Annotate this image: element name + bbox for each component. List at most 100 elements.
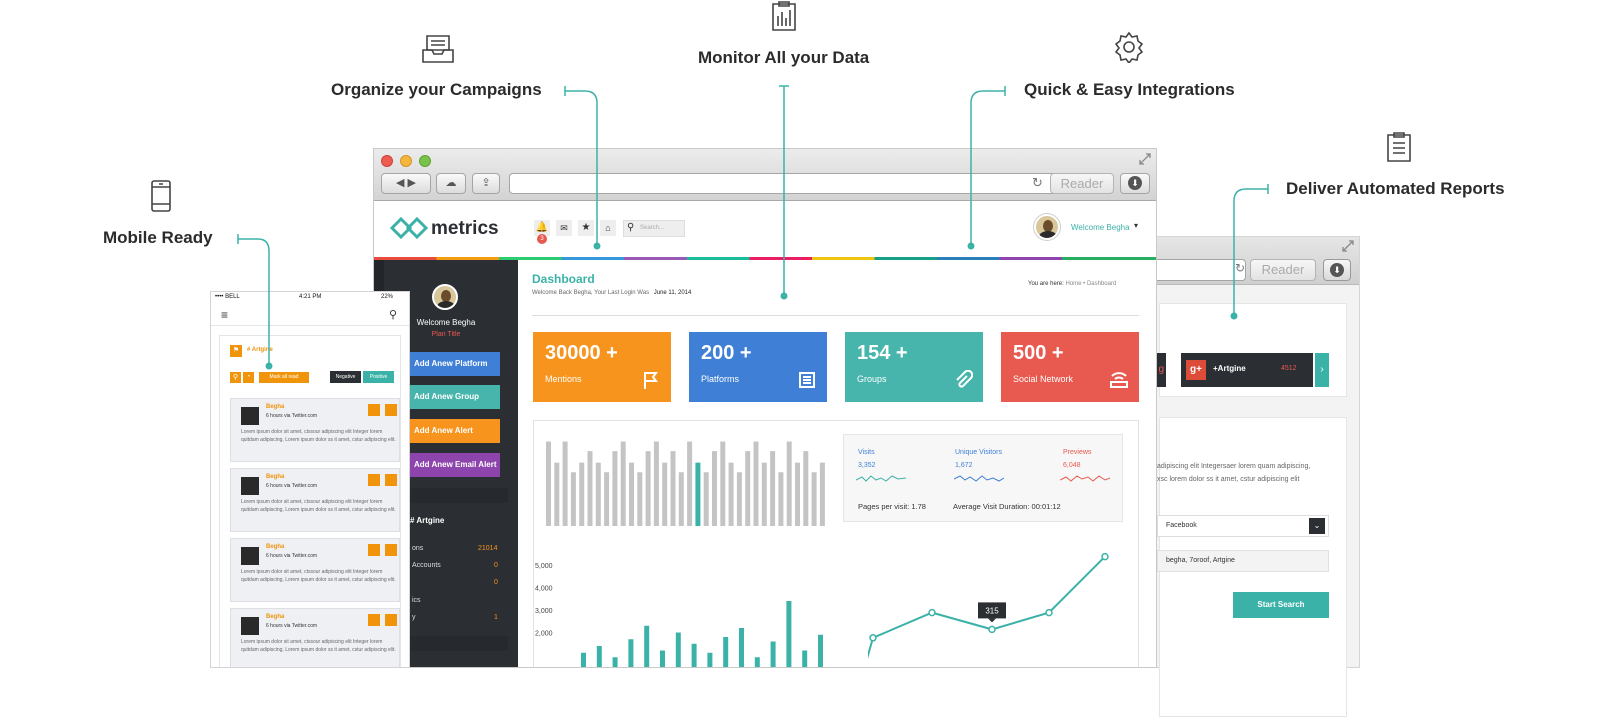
bar[interactable] bbox=[670, 451, 676, 526]
bar[interactable] bbox=[546, 441, 551, 526]
negative-filter-button[interactable]: Negative bbox=[330, 371, 361, 383]
stat-card-social[interactable]: 500 + Social Network bbox=[1001, 332, 1139, 402]
bar[interactable] bbox=[802, 650, 808, 669]
mention-author[interactable]: Begha bbox=[266, 614, 285, 620]
fullscreen-icon[interactable] bbox=[1341, 239, 1355, 253]
data-point[interactable] bbox=[1101, 552, 1109, 561]
cloud-button[interactable]: ☁ bbox=[436, 173, 466, 194]
mention-author[interactable]: Begha bbox=[266, 474, 285, 480]
star-icon[interactable]: ★ bbox=[578, 220, 594, 236]
bar[interactable] bbox=[660, 650, 665, 669]
breadcrumb-home[interactable]: Home bbox=[1065, 281, 1082, 287]
bar[interactable] bbox=[803, 451, 809, 526]
google-plus-card[interactable]: g+ +Artgine 4512 bbox=[1181, 353, 1313, 387]
sidebar-row-label[interactable]: y bbox=[412, 614, 416, 621]
bar[interactable] bbox=[687, 441, 693, 526]
circle-icon[interactable] bbox=[368, 544, 380, 556]
bar[interactable] bbox=[723, 637, 729, 668]
message-icon[interactable]: ✉ bbox=[556, 220, 572, 236]
bar[interactable] bbox=[562, 441, 568, 526]
mention-author[interactable]: Begha bbox=[266, 404, 285, 410]
bar[interactable] bbox=[707, 652, 713, 668]
bell-icon[interactable]: 🔔 bbox=[534, 220, 550, 236]
mention-card[interactable]: Begha 6 hours via Twitter.com Lorem ipsu… bbox=[230, 538, 400, 602]
download-button[interactable]: ⬇ bbox=[1323, 259, 1351, 281]
sidebar-row-label[interactable]: ics bbox=[412, 597, 421, 604]
bar[interactable] bbox=[819, 462, 825, 526]
bar[interactable] bbox=[754, 657, 760, 668]
mention-card[interactable]: Begha 6 hours via Twitter.com Lorem ipsu… bbox=[230, 398, 400, 462]
maximize-window-button[interactable] bbox=[419, 155, 431, 167]
bar[interactable] bbox=[712, 451, 717, 526]
bar[interactable] bbox=[675, 632, 681, 669]
bar[interactable] bbox=[786, 601, 792, 668]
back-arrow-icon[interactable]: ◀ bbox=[396, 177, 405, 189]
search-icon[interactable]: ⚲ bbox=[389, 309, 398, 321]
fullscreen-icon[interactable] bbox=[1138, 152, 1152, 166]
url-bar[interactable] bbox=[509, 173, 1104, 194]
reload-icon[interactable]: ↻ bbox=[1235, 261, 1246, 275]
sidebar-row-label[interactable]: ons bbox=[412, 545, 424, 552]
chevron-down-icon[interactable]: ⌄ bbox=[1309, 518, 1325, 534]
bar[interactable] bbox=[739, 628, 744, 668]
briefcase-icon[interactable]: ⌂ bbox=[600, 220, 616, 236]
platform-select[interactable]: Facebook bbox=[1157, 515, 1329, 537]
circle-icon[interactable] bbox=[368, 614, 380, 626]
bar[interactable] bbox=[720, 441, 726, 526]
mention-author[interactable]: Begha bbox=[266, 544, 285, 550]
star-icon[interactable] bbox=[385, 404, 397, 416]
bar[interactable] bbox=[703, 472, 709, 526]
data-point[interactable] bbox=[988, 625, 996, 634]
reader-button[interactable]: Reader bbox=[1050, 173, 1114, 194]
chevron-down-icon[interactable]: ▾ bbox=[1134, 221, 1139, 230]
search-icon[interactable]: ⚲ bbox=[230, 372, 241, 383]
bar[interactable] bbox=[620, 441, 626, 526]
bar[interactable] bbox=[653, 441, 659, 526]
star-icon[interactable] bbox=[385, 544, 397, 556]
bar[interactable] bbox=[581, 652, 586, 668]
data-point[interactable] bbox=[869, 634, 877, 642]
forward-arrow-icon[interactable]: ▶ bbox=[407, 177, 416, 189]
bar[interactable] bbox=[678, 472, 684, 526]
add-alert-button[interactable]: Add Anew Alert bbox=[410, 419, 500, 443]
download-button[interactable]: ⬇ bbox=[1120, 173, 1150, 194]
circle-icon[interactable] bbox=[368, 404, 380, 416]
stat-card-groups[interactable]: 154 + Groups bbox=[845, 332, 983, 402]
back-forward-buttons[interactable]: ◀ ▶ bbox=[381, 173, 431, 194]
mention-card[interactable]: Begha 6 hours via Twitter.com Lorem ipsu… bbox=[230, 608, 400, 667]
positive-filter-button[interactable]: Positive bbox=[363, 371, 394, 383]
bar[interactable] bbox=[786, 441, 792, 526]
bar[interactable] bbox=[554, 462, 560, 526]
bar[interactable] bbox=[587, 451, 593, 526]
tags-input[interactable]: begha, 7oroof, Artgine bbox=[1157, 550, 1329, 572]
add-email-alert-button[interactable]: Add Anew Email Alert bbox=[410, 453, 500, 477]
bar[interactable] bbox=[644, 625, 650, 668]
bar[interactable] bbox=[811, 472, 817, 526]
bar[interactable] bbox=[695, 462, 701, 526]
bar[interactable] bbox=[570, 472, 576, 526]
bar[interactable] bbox=[736, 472, 742, 526]
start-search-button[interactable]: Start Search bbox=[1233, 592, 1329, 618]
bar[interactable] bbox=[753, 441, 759, 526]
search-input[interactable]: ⚲ Search... bbox=[623, 220, 685, 237]
circle-icon[interactable] bbox=[368, 474, 380, 486]
bar[interactable] bbox=[795, 462, 800, 526]
stat-card-mentions[interactable]: 30000 + Mentions bbox=[533, 332, 671, 402]
bar[interactable] bbox=[604, 472, 610, 526]
bar[interactable] bbox=[645, 451, 651, 526]
data-point[interactable] bbox=[1045, 608, 1053, 617]
star-icon[interactable] bbox=[385, 474, 397, 486]
stat-card-platforms[interactable]: 200 + Platforms bbox=[689, 332, 827, 402]
bar[interactable] bbox=[691, 643, 697, 668]
bar[interactable] bbox=[637, 472, 643, 526]
add-group-button[interactable]: Add Anew Group bbox=[410, 385, 500, 409]
bar[interactable] bbox=[818, 634, 823, 668]
bar[interactable] bbox=[770, 451, 776, 526]
next-arrow-button[interactable]: › bbox=[1315, 353, 1329, 387]
bar[interactable] bbox=[770, 641, 776, 669]
bar[interactable] bbox=[612, 451, 618, 526]
bar[interactable] bbox=[662, 462, 668, 526]
bar[interactable] bbox=[629, 462, 634, 526]
rss-icon[interactable]: ◔ bbox=[243, 372, 254, 383]
reload-icon[interactable]: ↻ bbox=[1032, 175, 1043, 190]
